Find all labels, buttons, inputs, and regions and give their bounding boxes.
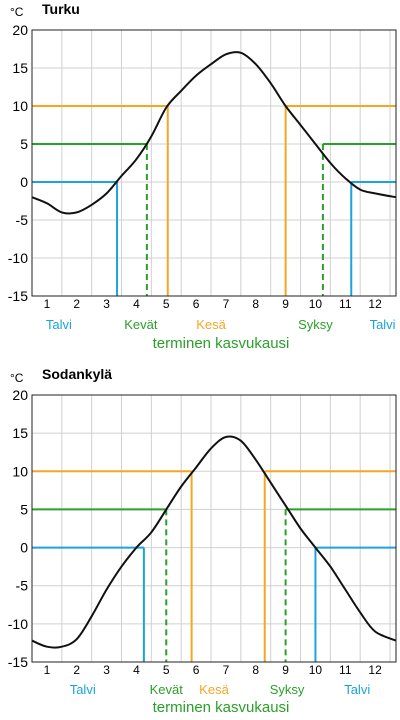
x-tick-label: 5 bbox=[163, 297, 170, 311]
x-tick-label: 2 bbox=[73, 663, 80, 677]
x-tick-label: 3 bbox=[103, 297, 110, 311]
season-label: Talvi bbox=[46, 317, 72, 332]
y-tick-label: 20 bbox=[12, 22, 28, 38]
x-tick-label: 12 bbox=[368, 663, 382, 677]
y-tick-label: 20 bbox=[12, 387, 28, 403]
x-tick-label: 12 bbox=[368, 297, 382, 311]
x-tick-label: 8 bbox=[252, 297, 259, 311]
x-tick-label: 2 bbox=[73, 297, 80, 311]
season-label: Kevät bbox=[124, 317, 158, 332]
x-tick-label: 11 bbox=[339, 663, 352, 677]
y-axis-unit: °C bbox=[10, 371, 24, 385]
season-label: Talvi bbox=[370, 317, 396, 332]
y-tick-label: -15 bbox=[8, 288, 28, 304]
grid-lines bbox=[32, 394, 396, 663]
y-tick-label: -10 bbox=[8, 250, 28, 266]
y-tick-label: -5 bbox=[16, 212, 29, 228]
temperature-curve bbox=[31, 51, 397, 215]
x-tick-label: 9 bbox=[282, 663, 289, 677]
x-tick-label: 8 bbox=[252, 663, 259, 677]
y-tick-label: 10 bbox=[12, 463, 28, 479]
x-tick-label: 7 bbox=[223, 663, 230, 677]
y-tick-label: 10 bbox=[12, 98, 28, 114]
x-tick-label: 1 bbox=[44, 663, 51, 677]
y-tick-label: 0 bbox=[20, 540, 28, 556]
x-tick-label: 1 bbox=[44, 297, 51, 311]
y-tick-label: -10 bbox=[8, 616, 28, 632]
x-tick-label: 6 bbox=[193, 297, 200, 311]
growing-season-label: terminen kasvukausi bbox=[153, 335, 290, 352]
x-tick-label: 9 bbox=[282, 297, 289, 311]
plot-frame bbox=[31, 394, 397, 663]
x-tick-label: 5 bbox=[163, 663, 170, 677]
y-tick-label: -5 bbox=[16, 578, 29, 594]
y-tick-label: 15 bbox=[12, 425, 28, 441]
y-tick-label: -15 bbox=[8, 654, 28, 670]
x-tick-label: 7 bbox=[223, 297, 230, 311]
chart-title: Sodankylä bbox=[42, 366, 112, 382]
x-tick-label: 4 bbox=[133, 297, 140, 311]
x-tick-label: 11 bbox=[339, 297, 352, 311]
growing-season-label: terminen kasvukausi bbox=[153, 699, 290, 716]
plot-frame bbox=[31, 29, 397, 297]
grid-lines bbox=[32, 29, 396, 297]
x-tick-label: 10 bbox=[309, 297, 323, 311]
season-label: Kesä bbox=[196, 317, 226, 332]
y-tick-label: 15 bbox=[12, 60, 28, 76]
x-tick-label: 6 bbox=[193, 663, 200, 677]
y-axis-unit: °C bbox=[10, 5, 24, 19]
temperature-curve bbox=[31, 435, 397, 649]
chart-title: Turku bbox=[42, 1, 80, 17]
season-label: Syksy bbox=[298, 317, 333, 332]
season-label: Talvi bbox=[344, 682, 370, 697]
x-tick-label: 10 bbox=[309, 663, 323, 677]
season-label: Syksy bbox=[270, 682, 305, 697]
y-tick-label: 5 bbox=[20, 501, 28, 517]
y-tick-label: 5 bbox=[20, 136, 28, 152]
y-tick-label: 0 bbox=[20, 174, 28, 190]
x-tick-label: 3 bbox=[103, 663, 110, 677]
season-label: Talvi bbox=[70, 682, 96, 697]
season-label: Kevät bbox=[150, 682, 184, 697]
season-label: Kesä bbox=[199, 682, 229, 697]
x-tick-label: 4 bbox=[133, 663, 140, 677]
